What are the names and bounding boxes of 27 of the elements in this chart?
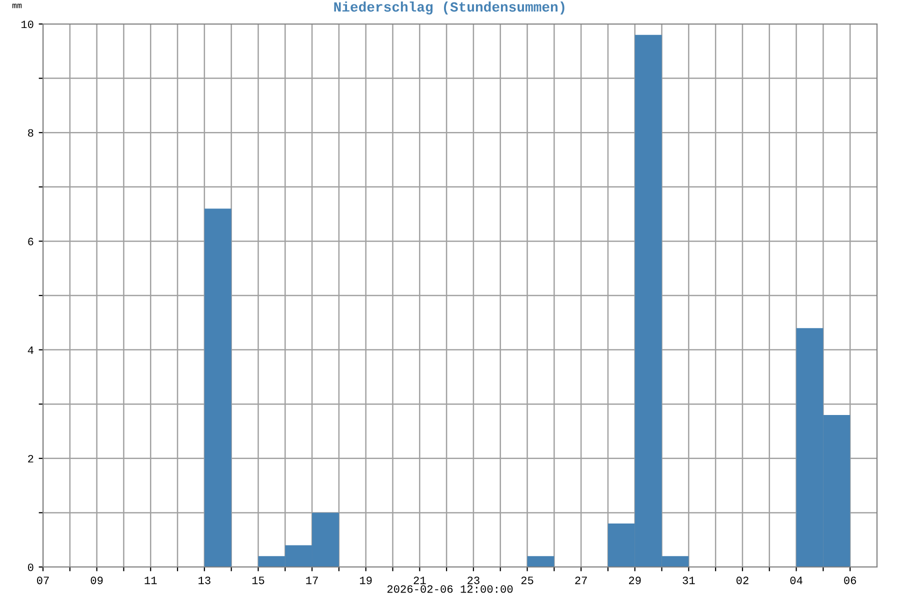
x-tick-label: 11 [144,576,157,584]
x-tick-label: 07 [37,576,49,584]
x-tick-label: 27 [575,576,587,584]
x-tick-label: 23 [468,576,480,584]
x-tick-label: 31 [682,576,695,584]
chart-title: Niederschlag (Stundensummen) [334,1,564,15]
x-tick-label: 17 [306,576,318,584]
bar [204,208,232,567]
x-tick-label: 04 [790,576,802,584]
x-tick-label: 29 [628,576,641,584]
y-tick-label: 0 [28,564,34,572]
y-tick-label: 8 [28,129,34,137]
y-tick-label: 4 [28,346,34,354]
x-tick-label: 25 [521,576,534,584]
y-axis-title: mm [12,4,22,8]
x-tick-label: 15 [252,576,264,584]
y-tick-label: 10 [21,20,34,28]
x-tick-label: 02 [736,576,748,584]
x-tick-label: 13 [198,576,210,584]
x-tick-label: 09 [90,576,103,584]
y-tick-label: 2 [28,454,34,462]
x-axis-title: 2026-02-06 12:00:00 [387,585,513,593]
x-tick-label: 06 [844,576,856,584]
y-tick-label: 6 [28,238,34,246]
bar [527,556,554,567]
x-tick-label: 21 [414,576,426,584]
x-tick-label: 19 [360,576,372,584]
